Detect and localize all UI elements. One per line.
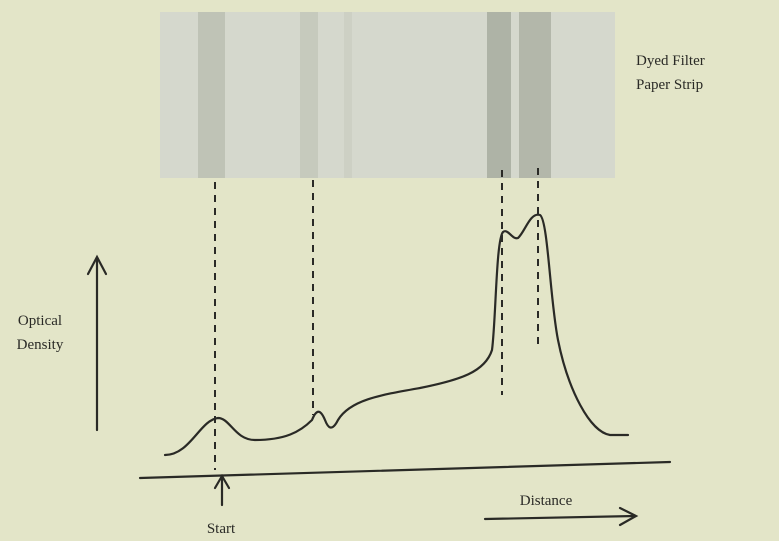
x-axis-label: Distance (520, 493, 573, 509)
strip-label: Paper Strip (636, 77, 703, 93)
start-label: Start (207, 521, 236, 537)
density-trace (165, 215, 628, 455)
y-axis-label: Density (17, 337, 64, 353)
diagram: Dyed Filter Paper Strip Optical Density … (0, 0, 779, 541)
band (344, 12, 352, 178)
page: Dyed Filter Paper Strip Optical Density … (0, 0, 779, 541)
y-axis-arrow (88, 257, 106, 430)
band (487, 12, 511, 178)
baseline (140, 462, 670, 478)
x-axis-arrow (485, 508, 636, 525)
start-arrow (215, 476, 229, 505)
filter-strip (160, 12, 615, 178)
strip-label: Dyed Filter (636, 53, 705, 69)
band (519, 12, 551, 178)
band (198, 12, 225, 178)
band (300, 12, 318, 178)
y-axis-label: Optical (18, 313, 62, 329)
